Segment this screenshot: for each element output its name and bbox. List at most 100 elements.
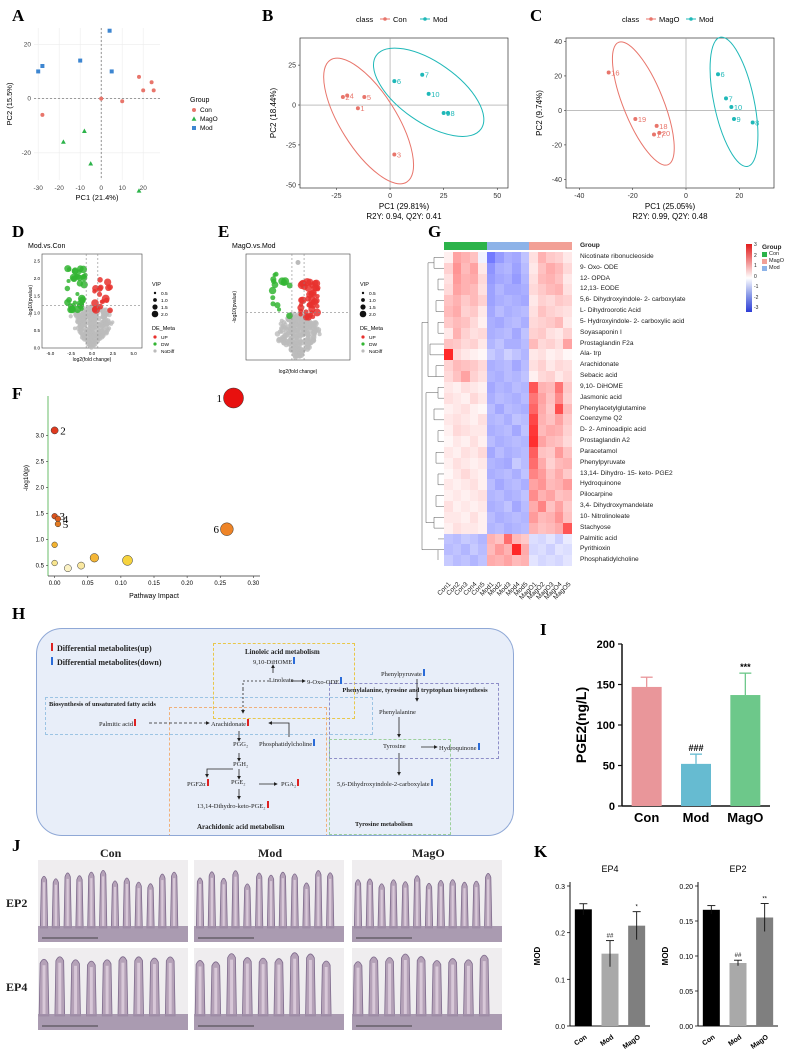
y-tick-label: 0 (292, 103, 296, 110)
sample-point (633, 117, 638, 122)
ihc-col-mago: MagO (412, 846, 445, 860)
heatmap-cell (503, 284, 513, 296)
scale-tick-label: -3 (754, 305, 759, 311)
sample-point (652, 132, 656, 137)
group-bar-cell (461, 242, 470, 250)
volcano-point-nodiff (316, 327, 322, 333)
heatmap-cell (512, 295, 522, 307)
pathway-bubble-plot-f: 0.00 0.05 0.10 0.15 0.20 0.25 0.30 0.5 1.0 1.5 2.0… (23, 387, 260, 600)
down-arrow-icon (51, 657, 53, 665)
volcano-point-down (270, 301, 276, 307)
node-pga2: PGA₂ (281, 779, 300, 788)
volcano-point-nodiff (293, 354, 298, 360)
y-tick-label: 2.0 (36, 486, 45, 492)
heatmap-cell (512, 316, 522, 329)
heatmap-cell (546, 446, 556, 459)
dendrogram-branch (435, 365, 444, 377)
pathway-arrows (149, 664, 438, 800)
heatmap-row-label: L- Dihydroorotic Acid (580, 307, 641, 315)
ihc-row-ep4: EP4 (6, 980, 28, 994)
sample-point (657, 130, 662, 135)
pathway-bubble (220, 522, 234, 536)
pathway-bubble (51, 559, 58, 567)
heatmap-cell (486, 522, 496, 534)
volcano-point-nodiff (80, 322, 85, 327)
dendrogram-branch (437, 278, 444, 291)
heatmap-cell (529, 316, 539, 329)
heatmap-cell (563, 349, 573, 361)
heatmap-cell (495, 414, 505, 426)
heatmap-cell (461, 414, 470, 426)
sample-point (392, 152, 397, 157)
heatmap-cell (478, 522, 487, 534)
volcano-point-nodiff (290, 346, 296, 353)
heatmap-cell (512, 273, 522, 285)
x-tick-label: 20 (735, 193, 743, 200)
node-pga2-text: PGA₂ (281, 781, 297, 788)
volcano-point-nodiff (110, 320, 115, 325)
volcano-point-down (73, 305, 82, 314)
heatmap-cell (452, 490, 462, 502)
heatmap-cell (546, 511, 556, 523)
ihc-image-ep2-mago (352, 860, 502, 942)
vip-legend-label: 1.5 (369, 305, 376, 311)
y-axis-label: -log10(pvalue) (28, 285, 34, 317)
y-tick-label: 0.10 (679, 954, 693, 961)
volcano-point-down (271, 281, 279, 289)
heatmap-cell (478, 533, 487, 545)
node-pgh2: PGH₂ (233, 761, 249, 768)
heatmap-cell (452, 392, 462, 404)
volcano-point-nodiff (85, 340, 91, 347)
heatmap-cell (529, 555, 539, 567)
x-tick-label: 0.00 (49, 581, 61, 587)
heatmap-cell (452, 457, 462, 469)
heatmap-cell (546, 381, 556, 394)
y-axis-label: MOD (661, 946, 670, 965)
ihc-image-ep2-mod (194, 860, 344, 942)
group-bar-cell (554, 242, 564, 250)
heatmap-cell (537, 490, 547, 502)
y-tick-label: 0 (27, 96, 31, 103)
volcano-point-down (64, 285, 71, 292)
heatmap-cell (444, 457, 453, 469)
sample-label: 7 (425, 71, 429, 80)
sample-label: 3 (397, 150, 401, 159)
heatmap-cell (537, 360, 547, 372)
x-tick-label: 0.20 (181, 581, 193, 587)
heatmap-cell (512, 446, 522, 459)
down-arrow-icon (422, 669, 425, 676)
heatmap-cell (469, 468, 479, 480)
pathway-bubble (51, 541, 58, 548)
heatmap-cell (512, 511, 522, 523)
volcano-point-down (75, 291, 80, 296)
point-con (149, 80, 154, 85)
volcano-point-down (270, 276, 277, 283)
y-axis-label: PC2 (9.74%) (535, 90, 544, 136)
sample-label: 8 (450, 109, 454, 118)
bar (631, 686, 662, 806)
y-tick-label: 0 (609, 801, 615, 813)
heatmap-cell (503, 468, 513, 480)
node-pge2: PGE₂ (231, 779, 246, 786)
group-bar-cell (563, 242, 573, 250)
node-arachidonate: Arachidonate (211, 719, 250, 728)
heatmap-cell (546, 338, 556, 350)
panel-label-i: I (540, 620, 547, 639)
volcano-point-nodiff (296, 346, 302, 352)
heatmap-cell (444, 522, 453, 534)
volcano-point-nodiff (283, 332, 289, 339)
heatmap-cell (452, 414, 462, 426)
heatmap-cell (486, 533, 496, 545)
heatmap-cell (554, 457, 564, 469)
heatmap-cell (486, 403, 496, 415)
de-legend-title: DE_Meta (152, 326, 176, 332)
volcano-point-up (313, 308, 321, 317)
label-unsaturated-pathway: Biosynthesis of unsaturated fatty acids (49, 701, 156, 708)
sample-label: 7 (729, 94, 733, 103)
heatmap-cell (554, 446, 564, 459)
volcano-point-nodiff (306, 344, 312, 351)
confidence-ellipse (611, 41, 675, 166)
vip-legend-dot (153, 298, 157, 302)
heatmap-cell (546, 392, 556, 404)
